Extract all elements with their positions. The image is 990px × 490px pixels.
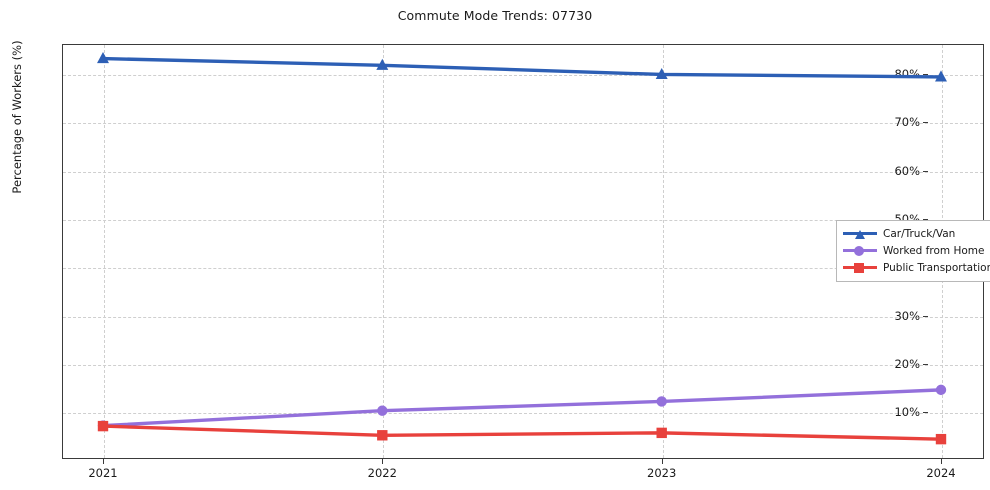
x-tick-mark [382, 459, 384, 464]
x-tick-mark [661, 459, 663, 464]
gridline-horizontal [63, 75, 983, 76]
triangle-marker-icon [855, 229, 865, 239]
x-tick-label: 2021 [88, 466, 118, 480]
x-tick-label: 2024 [926, 466, 956, 480]
x-tick-mark [941, 459, 942, 464]
y-tick-mark [923, 315, 928, 317]
gridline-horizontal [63, 413, 983, 415]
y-tick-label: 20% [894, 356, 920, 371]
y-axis-label: Percentage of Workers (%) [10, 40, 24, 194]
legend-swatch-car-truck-van [843, 227, 877, 241]
chart-title: Commute Mode Trends: 07730 [397, 8, 593, 23]
x-tick-label: 2022 [367, 466, 397, 480]
y-tick-mark [923, 74, 928, 75]
legend-label: Public Transportation [883, 261, 990, 274]
y-tick-label: 80% [894, 67, 920, 81]
gridline-vertical [104, 45, 105, 458]
x-tick-mark [103, 459, 104, 464]
y-tick-mark [923, 170, 928, 172]
legend-item-public-transportation: Public Transportation [843, 259, 990, 276]
y-tick-mark [923, 122, 928, 124]
y-tick-label: 70% [894, 115, 920, 130]
gridline-vertical [383, 45, 385, 458]
legend-swatch-worked-from-home [843, 244, 877, 258]
gridline-horizontal [63, 316, 983, 318]
chart-legend: Car/Truck/Van Worked from Home Public Tr… [836, 220, 990, 282]
y-tick-label: 60% [894, 163, 920, 178]
y-tick-label: 10% [894, 405, 920, 420]
legend-label: Worked from Home [883, 244, 985, 257]
gridline-horizontal [63, 268, 983, 270]
y-tick-mark [923, 363, 928, 365]
gridline-vertical [662, 45, 664, 458]
legend-label: Car/Truck/Van [883, 227, 956, 240]
circle-marker-icon [854, 245, 864, 256]
legend-swatch-public-transportation [843, 261, 877, 275]
y-tick-mark [923, 218, 928, 220]
gridline-horizontal [63, 219, 983, 221]
legend-item-worked-from-home: Worked from Home [843, 242, 990, 259]
gridline-horizontal [63, 171, 983, 173]
legend-item-car-truck-van: Car/Truck/Van [843, 225, 990, 242]
gridline-horizontal [63, 364, 983, 366]
gridline-horizontal [63, 123, 983, 125]
y-tick-mark [923, 412, 928, 414]
x-tick-label: 2023 [647, 466, 677, 480]
square-marker-icon [854, 262, 864, 273]
y-tick-label: 30% [894, 308, 920, 323]
